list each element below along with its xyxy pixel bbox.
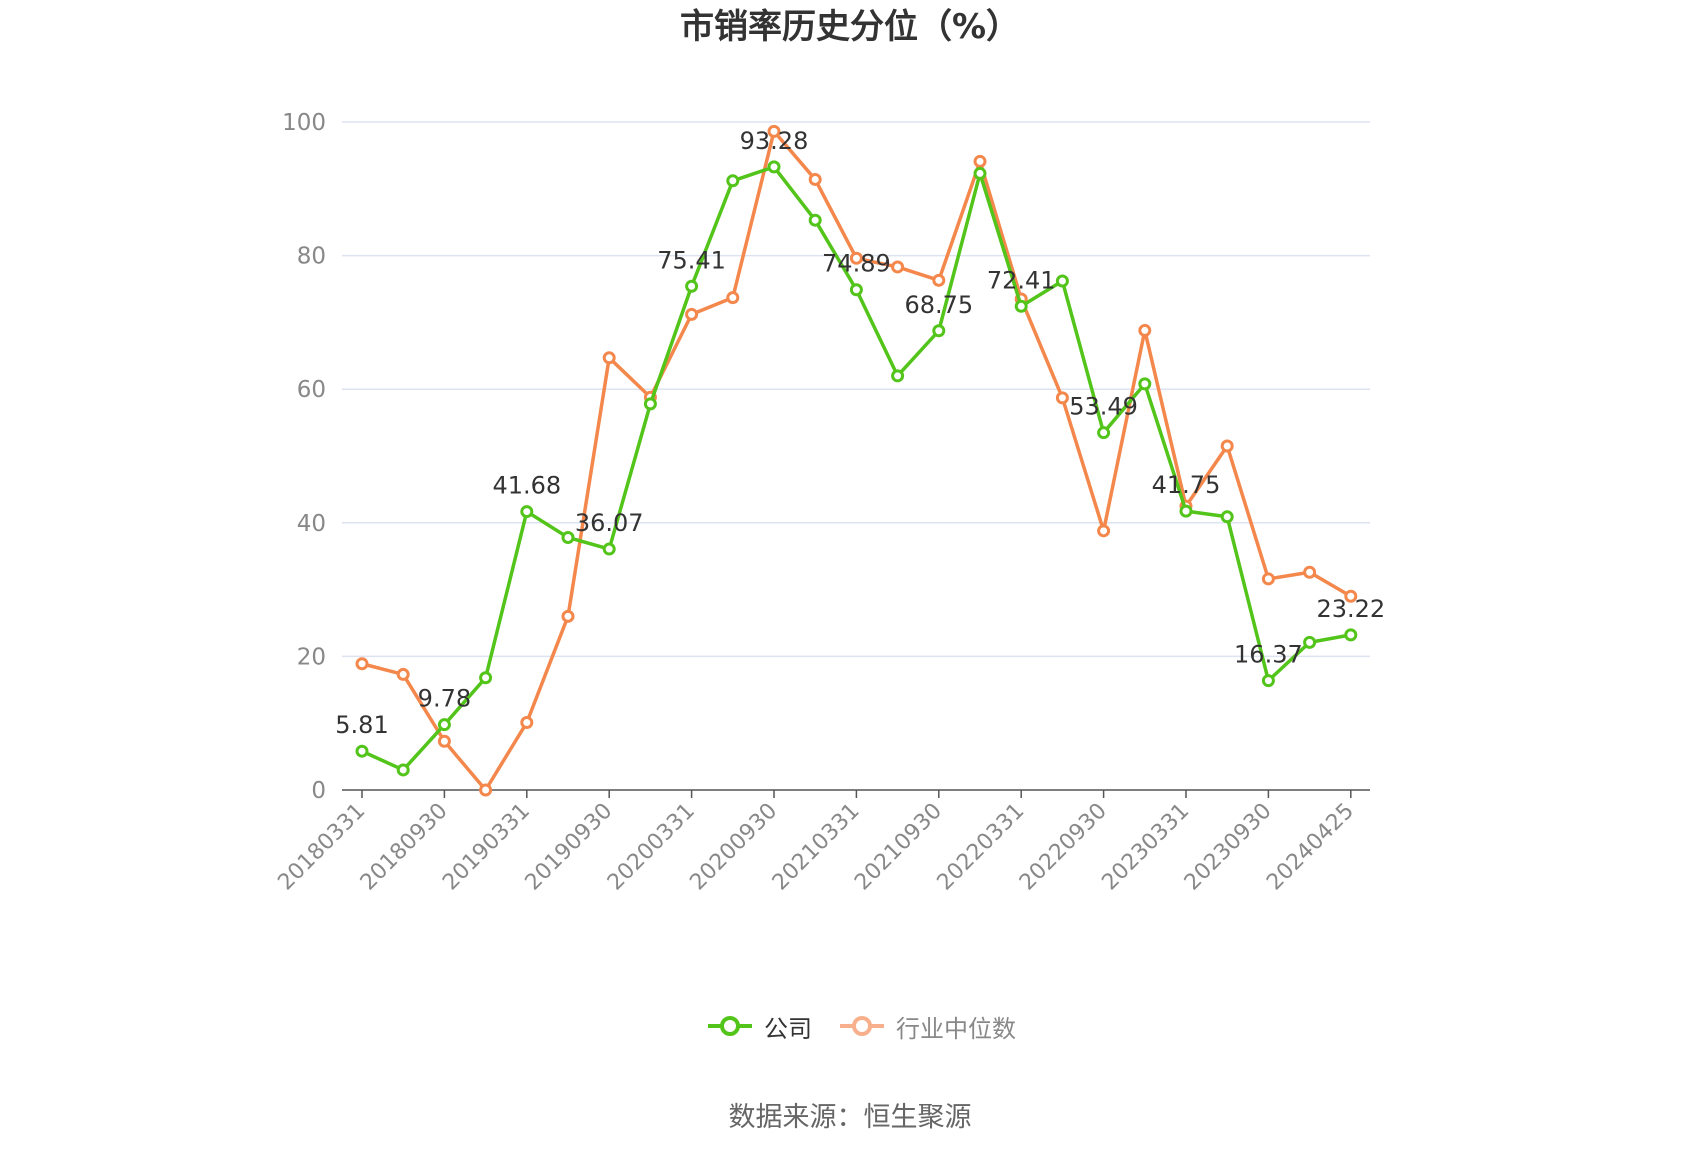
legend[interactable]: 公司 行业中位数 (0, 1006, 1700, 1046)
data-label: 36.07 (575, 509, 644, 537)
y-tick-label: 20 (297, 644, 326, 670)
y-tick-label: 40 (297, 511, 326, 537)
data-point-industry (891, 260, 905, 274)
x-tick-label: 20230331 (1097, 799, 1194, 896)
x-tick-label: 20180331 (273, 799, 370, 896)
data-point-company (685, 279, 699, 293)
data-point-company (1179, 504, 1193, 518)
data-point-company (767, 160, 781, 174)
legend-label-industry: 行业中位数 (896, 1014, 1016, 1043)
x-tick-label: 20180930 (356, 799, 453, 896)
data-point-company (1097, 426, 1111, 440)
x-tick-label: 20190331 (438, 799, 535, 896)
y-tick-label: 100 (282, 110, 326, 136)
data-point-industry (355, 657, 369, 671)
x-tick-label: 20230930 (1180, 799, 1277, 896)
data-label: 74.89 (822, 250, 891, 278)
data-point-company (1055, 274, 1069, 288)
x-tick-label: 20220930 (1015, 799, 1112, 896)
data-point-company (849, 283, 863, 297)
company-legend-icon (708, 1016, 752, 1036)
line-chart: 0 20 40 60 80 100 2018033120180930201903312019… (273, 110, 1385, 896)
data-point-industry (1220, 439, 1234, 453)
data-point-industry (561, 609, 575, 623)
legend-item-industry[interactable]: 行业中位数 (838, 1006, 1016, 1046)
data-point-industry (973, 154, 987, 168)
data-point-industry (685, 307, 699, 321)
x-tick-label: 20220331 (933, 799, 1030, 896)
data-point-industry (1138, 323, 1152, 337)
data-point-industry (602, 351, 616, 365)
data-point-industry (808, 172, 822, 186)
industry-legend-icon (840, 1016, 884, 1036)
data-point-company (1344, 628, 1358, 642)
data-point-company (520, 505, 534, 519)
data-label: 23.22 (1316, 595, 1385, 623)
data-point-company (1220, 510, 1234, 524)
data-point-industry (479, 783, 493, 797)
data-point-industry (1303, 565, 1317, 579)
chart-title: 市销率历史分位（%） (679, 7, 1021, 47)
data-point-company (396, 763, 410, 777)
data-label: 93.28 (740, 127, 809, 155)
data-point-company (643, 397, 657, 411)
data-point-company (973, 166, 987, 180)
data-label: 68.75 (904, 291, 973, 319)
data-point-industry (1055, 391, 1069, 405)
data-point-industry (767, 124, 781, 138)
data-point-company (355, 744, 369, 758)
x-tick-label: 20200331 (603, 799, 700, 896)
data-point-industry (726, 291, 740, 305)
data-point-company (1014, 299, 1028, 313)
x-tick-label: 20200930 (685, 799, 782, 896)
data-point-industry (1097, 524, 1111, 538)
data-point-industry (396, 667, 410, 681)
data-point-company (808, 213, 822, 227)
data-point-company (437, 718, 451, 732)
y-tick-label: 60 (297, 377, 326, 403)
data-point-industry (520, 716, 534, 730)
data-point-industry (1344, 589, 1358, 603)
data-label: 53.49 (1069, 393, 1138, 421)
data-point-company (726, 174, 740, 188)
data-point-industry (849, 251, 863, 265)
data-label: 72.41 (987, 266, 1056, 294)
y-tick-label: 0 (311, 778, 326, 804)
legend-item-company[interactable]: 公司 (706, 1006, 812, 1046)
data-point-company (1138, 377, 1152, 391)
data-point-company (602, 542, 616, 556)
data-source: 数据来源：恒生聚源 (728, 1102, 972, 1133)
data-point-company (891, 369, 905, 383)
data-point-industry (1261, 572, 1275, 586)
data-point-industry (437, 734, 451, 748)
x-tick-label: 20190930 (521, 799, 618, 896)
x-tick-label: 20240425 (1262, 799, 1359, 896)
data-label: 9.78 (418, 685, 471, 713)
y-tick-label: 80 (297, 244, 326, 270)
data-label: 75.41 (657, 246, 726, 274)
data-point-company (1303, 635, 1317, 649)
data-label: 5.81 (335, 711, 388, 739)
data-point-company (561, 530, 575, 544)
x-tick-label: 20210930 (850, 799, 947, 896)
data-point-company (1261, 674, 1275, 688)
data-label: 41.68 (492, 472, 561, 500)
series-line-industry (361, 129, 1352, 792)
data-label: 16.37 (1234, 641, 1303, 669)
data-point-company (479, 671, 493, 685)
data-point-industry (932, 273, 946, 287)
data-label: 41.75 (1152, 471, 1221, 499)
data-point-company (932, 324, 946, 338)
x-tick-label: 20210331 (768, 799, 865, 896)
legend-label-company: 公司 (764, 1014, 812, 1043)
